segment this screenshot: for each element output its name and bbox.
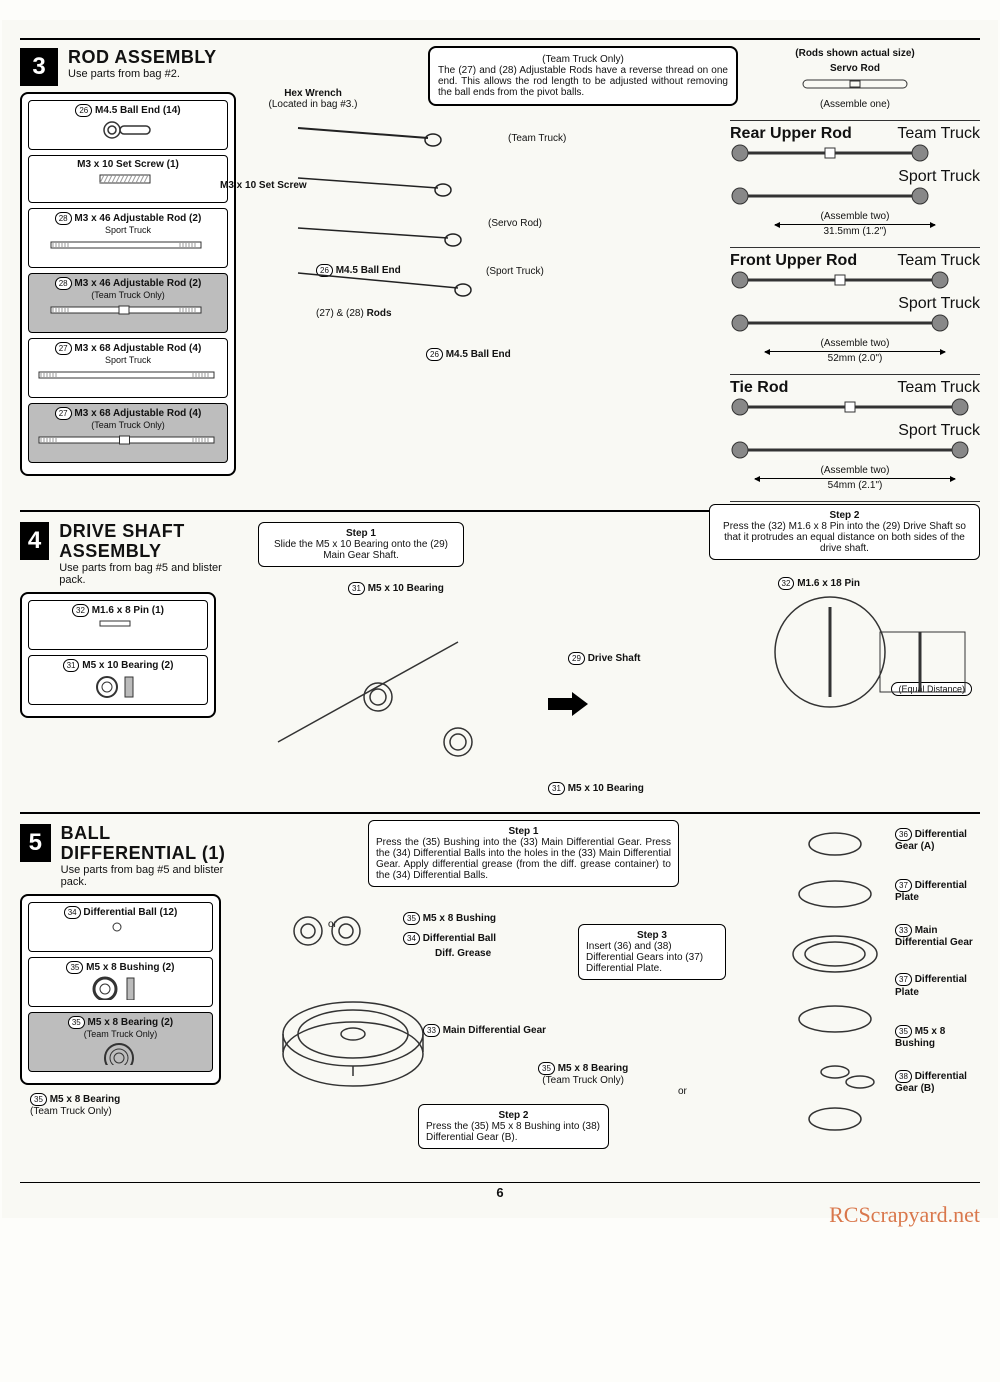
step2-box: Step 2 Press the (32) M1.6 x 8 Pin into … xyxy=(709,504,980,560)
step3-box-5: Step 3 Insert (36) and (38) Differential… xyxy=(578,924,726,980)
section-4-title: DRIVE SHAFT ASSEMBLY xyxy=(59,522,238,562)
watermark: RCScrapyard.net xyxy=(829,1202,980,1228)
part-row: 32 M1.6 x 8 Pin (1) xyxy=(28,600,208,650)
section-4: 4 DRIVE SHAFT ASSEMBLY Use parts from ba… xyxy=(20,512,980,814)
section-3: 3 ROD ASSEMBLY Use parts from bag #2. 26… xyxy=(20,38,980,512)
bearing-callout-2: 31 M5 x 10 Bearing xyxy=(548,782,644,795)
parts-box-3: 26 M4.5 Ball End (14) M3 x 10 Set Screw (… xyxy=(20,92,236,476)
section-4-diagram: Step 1 Slide the M5 x 10 Bearing onto th… xyxy=(248,522,980,802)
part-row: 35 M5 x 8 Bearing (2)(Team Truck Only) xyxy=(28,1012,213,1072)
parts-box-5: 34 Differential Ball (12)35 M5 x 8 Bushi… xyxy=(20,894,221,1085)
section-5-title: BALL DIFFERENTIAL (1) xyxy=(61,824,238,864)
ball-end-callout-2: 26 M4.5 Ball End xyxy=(426,348,511,361)
part-row: 26 M4.5 Ball End (14) xyxy=(28,100,228,150)
part-row: 28 M3 x 46 Adjustable Rod (2)Sport Truck xyxy=(28,208,228,268)
diff-gear-icon xyxy=(268,964,438,1134)
part-row: 27 M3 x 68 Adjustable Rod (4)Sport Truck xyxy=(28,338,228,398)
part-row: M3 x 10 Set Screw (1) xyxy=(28,155,228,203)
step1-box: Step 1 Slide the M5 x 10 Bearing onto th… xyxy=(258,522,464,567)
part-row: 34 Differential Ball (12) xyxy=(28,902,213,952)
step-number-5: 5 xyxy=(20,824,51,862)
step-number-4: 4 xyxy=(20,522,49,560)
parts-box-4: 32 M1.6 x 8 Pin (1)31 M5 x 10 Bearing (2… xyxy=(20,592,216,718)
actual-size-label: (Rods shown actual size) xyxy=(795,48,914,59)
rod-size-column: (Rods shown actual size) Servo Rod (Asse… xyxy=(730,48,980,502)
step2-box-5: Step 2 Press the (35) M5 x 8 Bushing int… xyxy=(418,1104,609,1149)
drive-shaft-icon xyxy=(258,602,538,782)
team-truck-callout: (Team Truck) xyxy=(508,133,566,144)
section-4-sub: Use parts from bag #5 and blister pack. xyxy=(59,562,238,586)
rod-group-servo: Servo Rod (Assemble one) xyxy=(730,59,980,121)
section-5-diagram: Step 1 Press the (35) Bushing into the (… xyxy=(248,824,980,1164)
part-row: 31 M5 x 10 Bearing (2) xyxy=(28,655,208,705)
step1-box-5: Step 1 Press the (35) Bushing into the (… xyxy=(368,820,679,887)
section-3-title: ROD ASSEMBLY xyxy=(68,48,217,68)
note-box-3: (Team Truck Only) The (27) and (28) Adju… xyxy=(428,46,738,106)
stack-callouts: 36 Differential Gear (A) 37 Differential… xyxy=(895,828,980,1095)
bearing-callout-5b: 35 M5 x 8 Bearing (Team Truck Only) xyxy=(538,1062,628,1086)
grease-label: Diff. Grease xyxy=(435,948,491,959)
rod-group: Front Upper RodTeam Truck Sport Truck (A… xyxy=(730,248,980,375)
or-label-2: or xyxy=(678,1086,687,1097)
main-gear-callout: 33 Main Differential Gear xyxy=(423,1024,546,1037)
rod-group: Tie RodTeam Truck Sport Truck (Assemble … xyxy=(730,375,980,502)
bushing-icon xyxy=(288,906,368,966)
bearing-callout-5: 35 M5 x 8 Bearing (Team Truck Only) xyxy=(30,1093,238,1117)
part-row: 27 M3 x 68 Adjustable Rod (4)(Team Truck… xyxy=(28,403,228,463)
section-3-diagram: (Team Truck Only) The (27) and (28) Adju… xyxy=(248,48,720,488)
diff-stack-icon xyxy=(780,824,890,1134)
hex-wrench-label: Hex Wrench xyxy=(284,88,342,99)
step-number-3: 3 xyxy=(20,48,58,86)
manual-page: 3 ROD ASSEMBLY Use parts from bag #2. 26… xyxy=(2,20,998,1218)
drive-shaft-callout: 29 Drive Shaft xyxy=(568,652,640,665)
pin-detail-icon xyxy=(770,572,970,742)
part-row: 35 M5 x 8 Bushing (2) xyxy=(28,957,213,1007)
sport-truck-callout: (Sport Truck) xyxy=(486,266,544,277)
rod-groups: Servo Rod (Assemble one) Rear Upper RodT… xyxy=(730,59,980,502)
bearing-callout-1: 31 M5 x 10 Bearing xyxy=(348,582,444,595)
rod-group: Rear Upper RodTeam Truck Sport Truck (As… xyxy=(730,121,980,248)
ball-callout: 34 Differential Ball xyxy=(403,932,496,945)
page-number: 6 xyxy=(20,1182,980,1200)
section-3-sub: Use parts from bag #2. xyxy=(68,68,217,80)
rod-sketch-icon xyxy=(288,118,488,318)
bushing-callout: 35 M5 x 8 Bushing xyxy=(403,912,496,925)
section-5: 5 BALL DIFFERENTIAL (1) Use parts from b… xyxy=(20,814,980,1174)
part-row: 28 M3 x 46 Adjustable Rod (2)(Team Truck… xyxy=(28,273,228,333)
servo-rod-callout: (Servo Rod) xyxy=(488,218,542,229)
arrow-right-icon xyxy=(548,692,588,721)
section-5-sub: Use parts from bag #5 and blister pack. xyxy=(61,864,238,888)
